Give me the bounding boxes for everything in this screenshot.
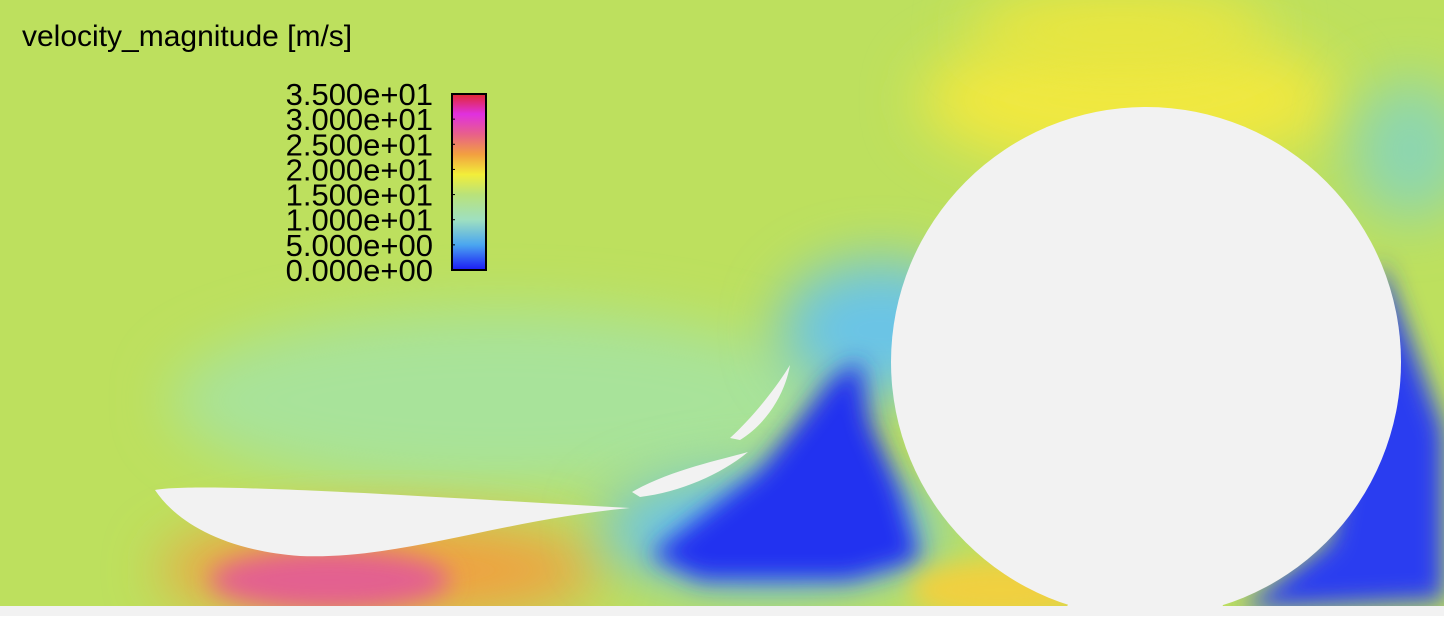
colorbar-tick-label: 3.500e+01 xyxy=(286,77,433,112)
colorbar-tick-label: 5.000e+00 xyxy=(286,228,433,263)
colorbar-tick-label: 2.500e+01 xyxy=(286,127,433,162)
colorbar-tick-label: 1.500e+01 xyxy=(286,178,433,213)
colorbar-tick-label: 0.000e+00 xyxy=(286,253,433,288)
colorbar: 3.500e+013.000e+012.500e+012.000e+011.50… xyxy=(286,77,487,288)
colorbar-scale xyxy=(451,93,487,271)
colorbar-tick-label: 1.000e+01 xyxy=(286,203,433,238)
chart-title: velocity_magnitude [m/s] xyxy=(22,20,352,53)
colorbar-tick-label: 2.000e+01 xyxy=(286,152,433,187)
colorbar-tick-label: 3.000e+01 xyxy=(286,102,433,137)
